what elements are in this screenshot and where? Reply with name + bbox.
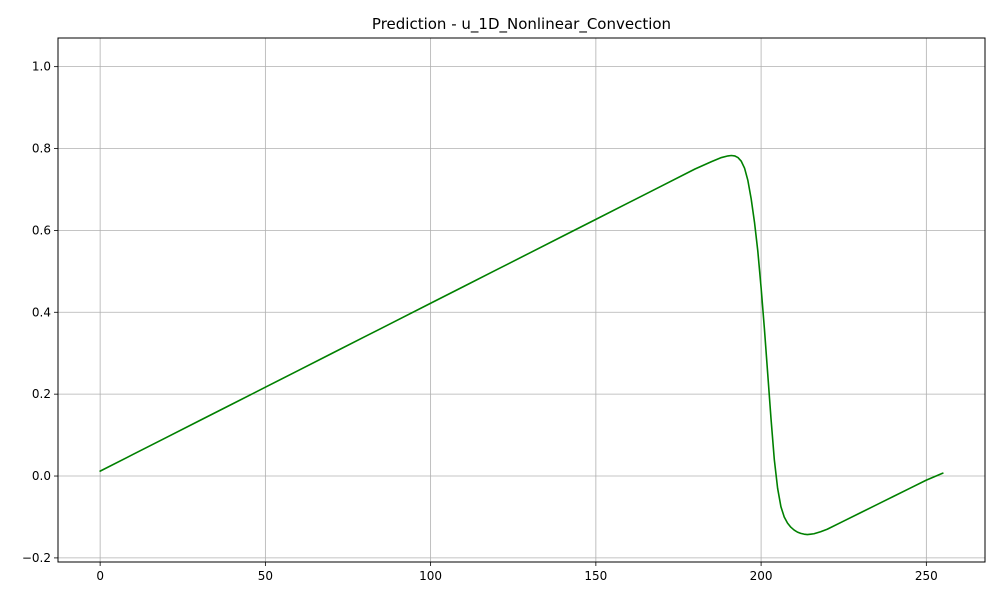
plot-area-frame <box>57 37 986 563</box>
grid-lines <box>58 38 985 562</box>
x-tick-label: 150 <box>584 569 607 583</box>
y-tick-label: 0.4 <box>32 305 51 319</box>
y-tick-label: 0.8 <box>32 142 51 156</box>
x-tick-label: 250 <box>915 569 938 583</box>
x-tick-label: 100 <box>419 569 442 583</box>
x-tick-label: 50 <box>258 569 273 583</box>
x-axis: 0 50 100 150 200 250 <box>96 562 938 583</box>
series-line <box>99 154 944 536</box>
x-tick-label: 0 <box>96 569 104 583</box>
series-layer <box>99 154 944 536</box>
y-axis: −0.2 0.0 0.2 0.4 0.6 0.8 1.0 <box>22 60 58 565</box>
chart-title: Prediction - u_1D_Nonlinear_Convection <box>372 15 671 34</box>
y-tick-label: 0.6 <box>32 223 51 237</box>
y-tick-label: −0.2 <box>22 551 51 565</box>
y-tick-label: 0.2 <box>32 387 51 401</box>
y-tick-label: 0.0 <box>32 469 51 483</box>
y-tick-label: 1.0 <box>32 60 51 74</box>
x-tick-label: 200 <box>750 569 773 583</box>
